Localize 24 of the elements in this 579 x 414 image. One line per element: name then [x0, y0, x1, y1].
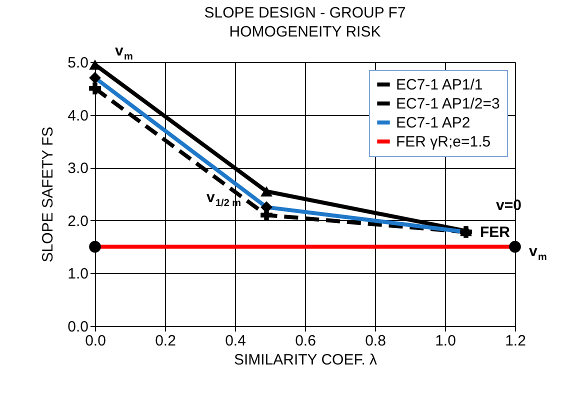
- point: [260, 186, 272, 196]
- y-tick-label: 3.0: [68, 160, 88, 178]
- y-axis-title: SLOPE SAFETY FS: [40, 126, 57, 262]
- legend-label: EC7-1 AP1/2=3: [396, 96, 500, 112]
- point: [89, 82, 101, 94]
- y-tick-label: 5.0: [68, 54, 88, 72]
- y-tick-label: 2.0: [68, 212, 88, 230]
- x-tick-label: 0.2: [155, 332, 176, 350]
- x-axis-title: SIMILARITY COEF. λ: [234, 352, 378, 368]
- y-tick-label: 1.0: [68, 266, 88, 283]
- x-tick-label: 0.8: [365, 332, 386, 350]
- x-tick-label: 1.2: [505, 332, 526, 350]
- chart-subtitle: HOMOGENEITY RISK: [229, 24, 381, 41]
- legend-label: FER γR;e=1.5: [396, 134, 491, 150]
- x-tick-label: 1.0: [435, 332, 456, 350]
- y-tick-label: 4.0: [68, 107, 88, 124]
- annotation: FER: [480, 224, 510, 242]
- x-tick-label: 0.0: [85, 332, 106, 350]
- x-tick-label: 0.4: [225, 332, 246, 350]
- legend-label: EC7-1 AP1/1: [396, 76, 483, 94]
- x-tick-label: 0.6: [295, 332, 316, 350]
- chart-title: SLOPE DESIGN - GROUP F7: [204, 4, 406, 22]
- y-tick-label: 0.0: [68, 318, 88, 336]
- legend-label: EC7-1 AP2: [396, 114, 470, 132]
